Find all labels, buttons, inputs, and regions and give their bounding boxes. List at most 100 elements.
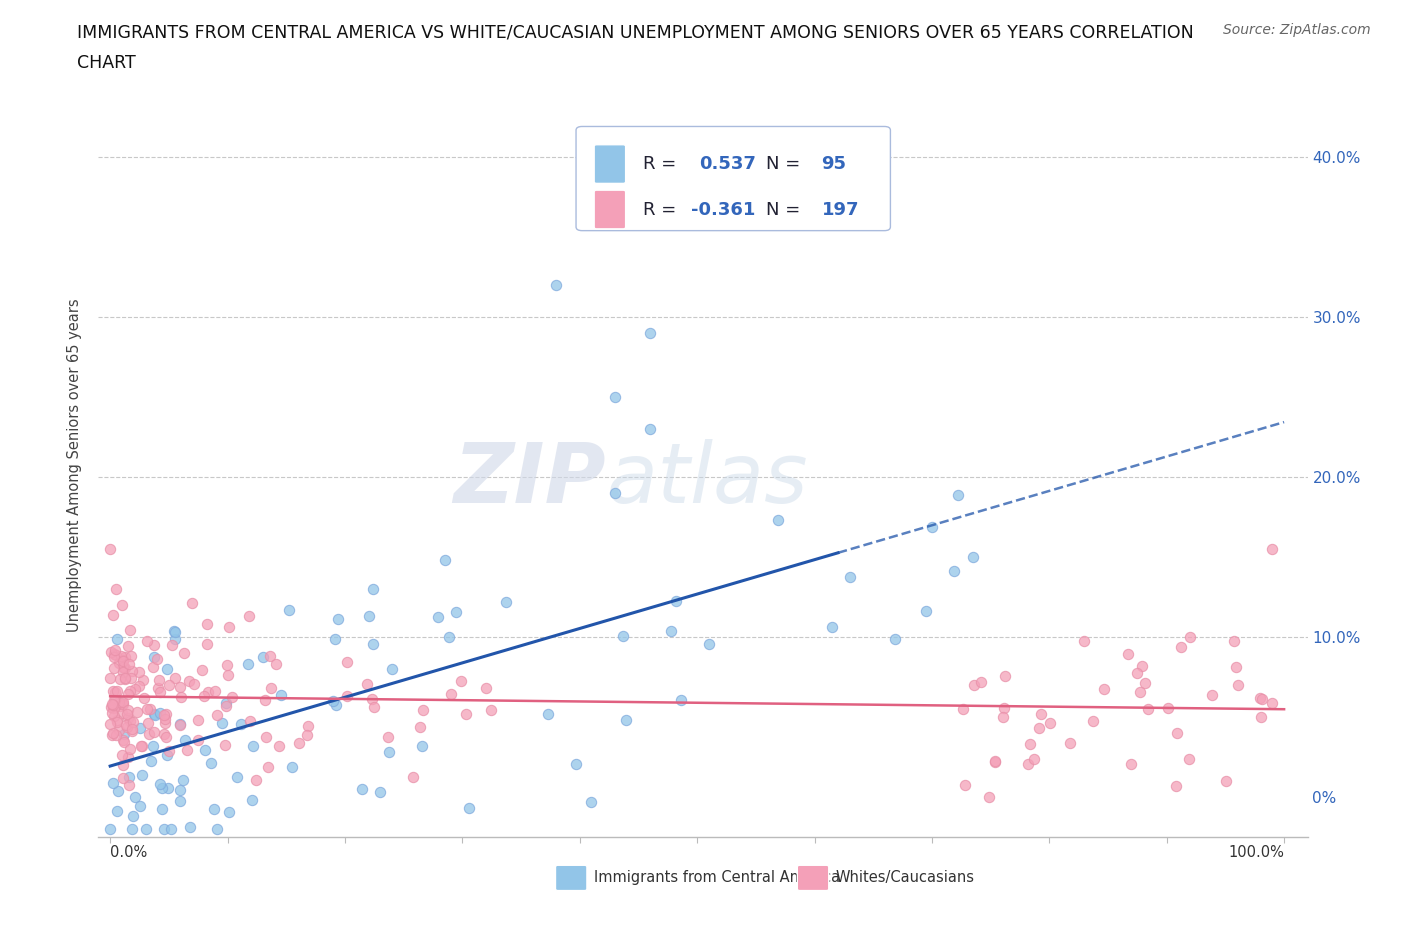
Point bbox=[1201, 688, 1223, 703]
Text: 100.0%: 100.0% bbox=[1229, 845, 1284, 860]
Point bbox=[118, 622, 141, 637]
Point bbox=[124, 682, 146, 697]
Point bbox=[111, 598, 134, 613]
Point bbox=[112, 697, 135, 711]
Point bbox=[149, 705, 172, 720]
Point bbox=[114, 661, 136, 676]
Point bbox=[205, 707, 228, 722]
Point bbox=[821, 619, 844, 634]
Point bbox=[1092, 682, 1115, 697]
Point bbox=[1178, 751, 1201, 766]
Point bbox=[979, 790, 1001, 804]
Point bbox=[169, 793, 191, 808]
FancyBboxPatch shape bbox=[576, 126, 890, 231]
Point bbox=[357, 608, 380, 623]
Point bbox=[172, 772, 194, 787]
Point bbox=[495, 594, 517, 609]
Point bbox=[1083, 713, 1105, 728]
Point bbox=[143, 708, 166, 723]
Point bbox=[217, 667, 239, 682]
Point bbox=[173, 732, 195, 747]
Point bbox=[412, 703, 434, 718]
Point bbox=[103, 649, 125, 664]
Point bbox=[149, 777, 172, 791]
Point bbox=[100, 644, 122, 659]
Text: 95: 95 bbox=[821, 155, 846, 173]
Text: -0.361: -0.361 bbox=[690, 201, 755, 219]
Point bbox=[169, 716, 191, 731]
Point bbox=[143, 637, 166, 652]
Point bbox=[153, 711, 176, 726]
Point bbox=[1129, 684, 1152, 699]
Point bbox=[170, 690, 193, 705]
Point bbox=[295, 727, 318, 742]
Point bbox=[118, 769, 141, 784]
Point bbox=[110, 671, 132, 686]
Point bbox=[970, 674, 993, 689]
Point bbox=[1261, 696, 1284, 711]
Point bbox=[325, 631, 347, 646]
Point bbox=[103, 693, 125, 708]
Point bbox=[115, 719, 138, 734]
Point bbox=[952, 701, 974, 716]
Point bbox=[156, 662, 179, 677]
Point bbox=[108, 695, 131, 710]
Point bbox=[427, 609, 450, 624]
Point bbox=[111, 695, 134, 710]
Point bbox=[1130, 658, 1153, 673]
Point bbox=[193, 689, 215, 704]
Point bbox=[104, 693, 127, 708]
Point bbox=[112, 665, 135, 680]
Point bbox=[363, 699, 385, 714]
Point bbox=[240, 792, 263, 807]
Point bbox=[361, 582, 384, 597]
Point bbox=[108, 694, 131, 709]
Point bbox=[326, 611, 349, 626]
Point bbox=[156, 748, 179, 763]
Point bbox=[107, 697, 129, 711]
Text: Whites/Caucasians: Whites/Caucasians bbox=[837, 870, 974, 885]
Point bbox=[156, 780, 179, 795]
Point bbox=[205, 821, 228, 836]
Point bbox=[128, 664, 150, 679]
Point bbox=[131, 738, 153, 753]
Point bbox=[153, 821, 176, 836]
Point bbox=[124, 790, 146, 804]
Point bbox=[229, 717, 252, 732]
Point bbox=[1251, 692, 1274, 707]
Point bbox=[546, 277, 568, 292]
Point bbox=[138, 727, 160, 742]
Point bbox=[1261, 541, 1284, 556]
Point bbox=[1156, 701, 1178, 716]
Point bbox=[259, 648, 281, 663]
Point bbox=[139, 753, 162, 768]
Point bbox=[98, 671, 121, 685]
Point bbox=[118, 657, 141, 671]
Point bbox=[103, 709, 125, 724]
Point bbox=[839, 569, 862, 584]
Point bbox=[456, 707, 478, 722]
Point bbox=[111, 653, 134, 668]
Point bbox=[183, 677, 205, 692]
Point bbox=[105, 631, 128, 646]
Point bbox=[1135, 675, 1157, 690]
Point bbox=[236, 657, 259, 671]
Text: Immigrants from Central America: Immigrants from Central America bbox=[595, 870, 841, 885]
Point bbox=[129, 738, 152, 753]
Point bbox=[614, 712, 637, 727]
Point bbox=[142, 724, 165, 739]
Point bbox=[103, 661, 125, 676]
Point bbox=[239, 713, 262, 728]
Point bbox=[278, 603, 301, 618]
Point bbox=[157, 743, 180, 758]
Point bbox=[218, 619, 240, 634]
Point bbox=[638, 421, 661, 436]
Point bbox=[163, 671, 186, 685]
Point bbox=[121, 721, 143, 736]
Point bbox=[105, 804, 128, 818]
Point bbox=[1166, 725, 1188, 740]
Point bbox=[984, 755, 1007, 770]
Point bbox=[368, 785, 391, 800]
Point bbox=[114, 650, 136, 665]
Point bbox=[195, 637, 218, 652]
